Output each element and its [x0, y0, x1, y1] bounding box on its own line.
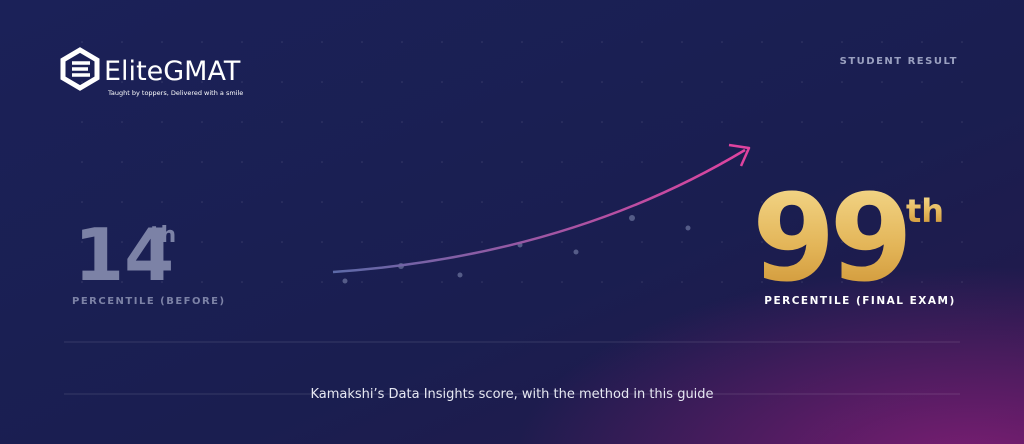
caption: Kamakshi’s Data Insights score, with the…	[310, 387, 713, 402]
after-suffix: th	[906, 192, 944, 230]
before-suffix: th	[150, 223, 176, 248]
dot-grid	[60, 20, 970, 320]
after-value: 99	[752, 170, 907, 309]
logo: EliteGMAT Taught by toppers, Delivered w…	[60, 47, 243, 97]
trend-decoration	[332, 143, 751, 284]
badge: STUDENT RESULT	[840, 56, 958, 67]
logo-tagline: Taught by toppers, Delivered with a smil…	[107, 89, 243, 97]
before-label: PERCENTILE (BEFORE)	[72, 296, 226, 307]
before-value: 14	[74, 213, 174, 297]
after-label: PERCENTILE (FINAL EXAM)	[764, 295, 956, 307]
logo-name: EliteGMAT	[104, 56, 241, 87]
